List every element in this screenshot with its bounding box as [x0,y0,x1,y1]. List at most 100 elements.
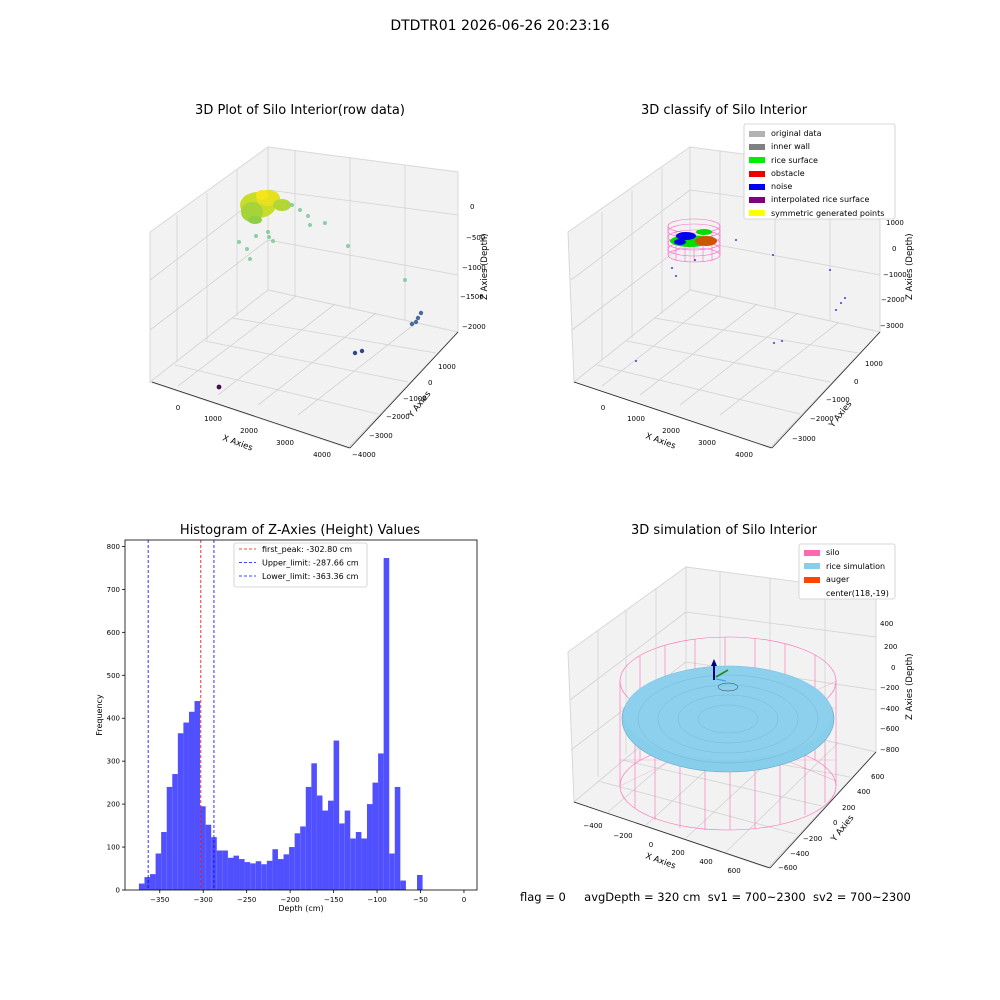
histogram-bar [277,859,284,890]
classify-legend-swatch [749,183,765,190]
histogram-bar [239,859,245,890]
histogram-xtick-label: −300 [194,896,213,904]
classify-legend-item: interpolated rice surface [749,193,884,206]
status-flag: flag = 0 [520,890,566,904]
simulation-legend-label: rice simulation [826,561,886,571]
status-sv1: sv1 = 700~2300 [707,890,806,904]
raw-ytick: −2000 [386,413,410,421]
histogram-bar [355,832,362,890]
simulation-legend-item: silo [804,546,889,560]
raw-zlabel: Z Axies (Depth) [480,233,490,300]
histogram-bar [400,880,406,890]
classify-ytick: −3000 [792,435,816,443]
histogram-bar [294,833,301,890]
histogram-ytick-label: 800 [107,543,120,551]
classify-legend-swatch [749,170,765,177]
histogram-bar [272,849,278,890]
histogram-ytick-label: 500 [107,672,120,680]
sim-xtick: −400 [583,822,602,830]
histogram-bar [417,874,423,890]
histogram-bar [227,857,234,890]
histogram-bar [300,826,306,890]
status-sv2: sv2 = 700~2300 [812,890,911,904]
classify-legend-item: inner wall [749,140,884,153]
classify-legend-label: inner wall [771,142,811,152]
sim-xtick: 200 [671,849,684,857]
classify-ztick: −3000 [880,322,904,330]
classify-ytick: −1000 [826,396,850,404]
raw-point-cloud [216,190,424,390]
histogram-bar [283,854,290,890]
classify-legend-swatch [749,130,765,137]
histogram-bar [316,795,323,890]
classify-plot-title: 3D classify of Silo Interior [640,103,808,118]
histogram-legend [233,542,368,588]
status-line: flag = 0 avgDepth = 320 cm sv1 = 700~230… [520,890,911,904]
raw-ztick: −2000 [462,323,486,331]
sim-ztick: 0 [891,664,895,672]
sim-ylabel: Y Axies [829,813,857,845]
sim-ztick: 200 [884,643,897,651]
histogram-bar [188,711,195,890]
classify-xtick: 1000 [627,415,645,423]
raw-xtick: 1000 [204,415,222,423]
histogram-xtick-label: 0 [462,896,466,904]
histogram-bar [211,837,217,890]
classify-legend-item: rice surface [749,154,884,167]
auger-icon [711,659,729,682]
histogram-bar [361,838,367,890]
histogram-bar [244,862,251,890]
histogram-bar [339,823,345,890]
histogram-bar [289,847,295,890]
raw-xtick: 0 [176,404,180,412]
raw-ztick: 0 [470,203,474,211]
classify-legend-label: interpolated rice surface [771,195,870,205]
histogram-bar [378,753,384,890]
classify-ztick: 0 [892,245,896,253]
sim-xtick: 400 [699,858,712,866]
histogram-bar [161,832,167,890]
classify-ytick: −2000 [810,415,834,423]
sim-ytick: 0 [833,819,837,827]
classify-legend-item: obstacle [749,167,884,180]
raw-plot-title: 3D Plot of Silo Interior(row data) [195,103,405,118]
histogram-bar [333,740,340,890]
histogram-legend-label: first_peak: -302.80 cm [262,545,352,554]
histogram-bar [138,883,145,890]
classify-surface-points [635,229,846,362]
histogram-bar [394,786,401,890]
simulation-plot-title: 3D simulation of Silo Interior [631,523,817,538]
classify-legend-label: symmetric generated points [771,208,885,218]
raw-ztick: −1500 [460,293,484,301]
simulation-legend-label: silo [826,548,840,557]
histogram-bar [266,860,273,890]
classify-ytick: 1000 [865,360,883,368]
sim-ytick: 600 [871,773,884,781]
sim-xtick: 0 [649,841,653,849]
simulation-legend-swatch [804,563,820,570]
histogram-ytick-label: 700 [107,586,120,594]
histogram-ytick-label: 0 [116,887,120,895]
simulation-legend-item: center(118,-19) [804,587,889,601]
classify-legend-entries: original data inner wall rice surface obsta… [749,127,884,220]
raw-ytick: 0 [428,379,432,387]
histogram-bar [194,701,201,890]
classify-zlabel: Z Axies (Depth) [905,233,915,300]
sim-ztick: −400 [880,705,899,713]
histogram-ytick-label: 100 [107,844,120,852]
sim-ztick: −800 [880,746,899,754]
raw-xtick: 2000 [240,427,258,435]
raw-xtick: 3000 [276,439,294,447]
histogram-xtick-label: −150 [324,896,343,904]
histogram-xlabel: Depth (cm) [278,904,323,913]
classify-legend-item: original data [749,127,884,140]
classify-legend-label: noise [771,182,793,192]
histogram-bar [372,782,379,890]
histogram-ytick-label: 400 [107,715,120,723]
simulation-legend-entries: silo rice simulation auger center(118,-19) [804,546,889,600]
histogram-legend-label: Lower_limit: -363.36 cm [262,572,359,581]
